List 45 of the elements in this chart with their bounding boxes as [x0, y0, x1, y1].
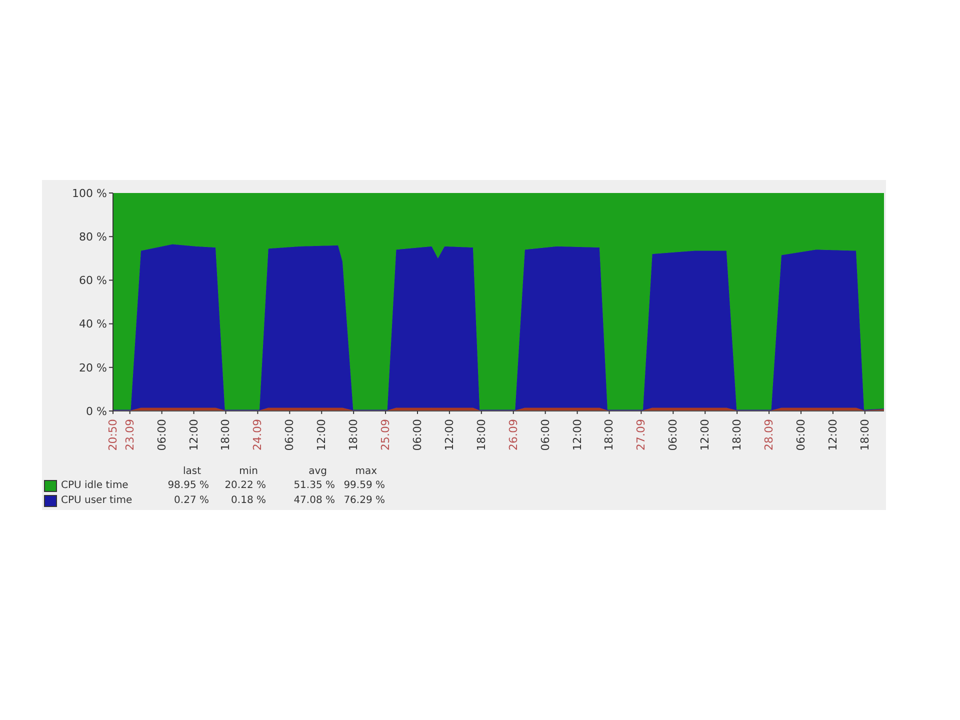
x-tick-label: 06:00 [283, 419, 296, 451]
y-tick-label: 100 % [72, 186, 107, 200]
x-tick-label: 12:00 [442, 419, 456, 451]
x-tick-label: 06:00 [155, 419, 168, 451]
x-tick-label: 12:00 [826, 419, 840, 451]
x-tick-label: 25.09 [379, 419, 392, 450]
text: avg [308, 466, 328, 476]
y-tick-label: 20 % [79, 361, 107, 374]
x-tick-label: 12:00 [187, 419, 200, 451]
x-tick-label: 12:00 [570, 419, 584, 451]
text: 98.95 % [166, 480, 209, 491]
x-tick-label: 18:00 [219, 419, 232, 451]
x-tick-label: 12:00 [698, 419, 712, 451]
x-tick-label: 26.09 [506, 419, 520, 450]
x-tick-label: 20:50 [106, 419, 120, 451]
text: 20.22 % [224, 480, 266, 491]
y-tick-label: 80 % [79, 230, 107, 244]
text: 47.08 % [292, 495, 335, 506]
x-tick-label: 24.09 [251, 419, 264, 450]
x-tick-label: 28.09 [762, 419, 776, 450]
x-tick-label: 06:00 [794, 419, 808, 451]
x-tick-label: 12:00 [315, 419, 328, 451]
x-tick-label: 06:00 [410, 419, 424, 451]
text: 76.29 % [342, 495, 385, 506]
text: 0.18 % [230, 495, 266, 506]
x-tick-label: 18:00 [730, 419, 744, 451]
x-tick-label: 23.09 [123, 419, 136, 450]
text: last [182, 466, 202, 476]
text: min [238, 466, 259, 476]
y-tick-label: 0 % [86, 404, 107, 418]
legend-label: CPU idle time [61, 480, 130, 491]
x-tick-label: 18:00 [858, 419, 872, 451]
text: 0.27 % [173, 495, 209, 506]
legend-label: CPU user time [61, 495, 134, 506]
x-tick-label: 18:00 [602, 419, 616, 451]
y-tick-label: 60 % [79, 274, 107, 288]
x-tick-label: 06:00 [538, 419, 552, 451]
x-tick-label: 27.09 [634, 419, 648, 450]
x-tick-label: 18:00 [347, 419, 360, 451]
text: max [354, 466, 378, 476]
text: 51.35 % [292, 480, 335, 491]
x-tick-label: 18:00 [474, 419, 488, 451]
y-tick-label: 40 % [79, 318, 107, 331]
text: 99.59 % [342, 480, 385, 491]
x-tick-label: 06:00 [666, 419, 680, 451]
